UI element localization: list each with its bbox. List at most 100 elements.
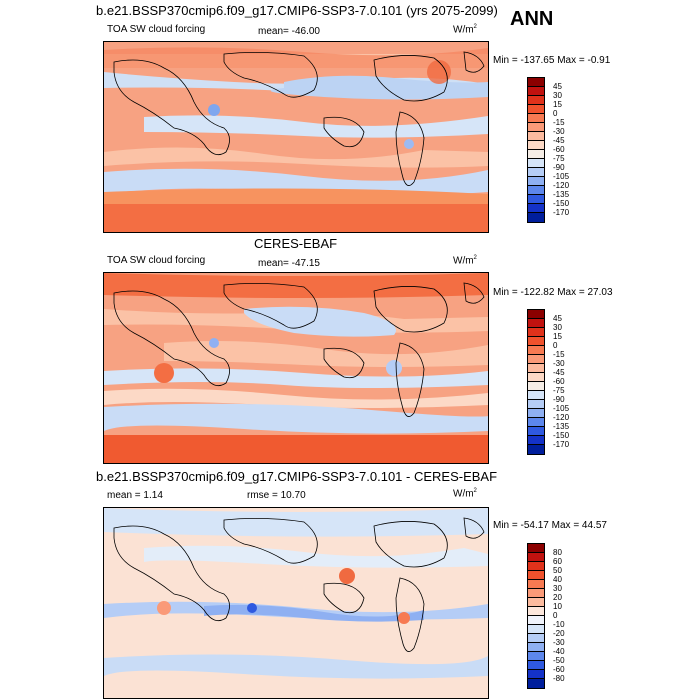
colorbar-tick-label: -135 [553,190,570,199]
colorbar-swatch [528,391,544,400]
panel2-heading: CERES-EBAF [254,236,338,251]
colorbar-swatch [528,177,544,186]
colorbar-swatch [528,213,544,222]
colorbar-swatch [528,643,544,652]
colorbar-swatch [528,319,544,328]
colorbar-tick-label: -15 [553,118,565,127]
colorbar-tick-label: -90 [553,163,565,172]
panel2-colorbar [527,309,545,455]
panel1-mean-label: mean= -46.00 [258,26,320,37]
colorbar-swatch [528,346,544,355]
colorbar-swatch [528,114,544,123]
colorbar-swatch [528,382,544,391]
colorbar-tick-label: -20 [553,629,565,638]
colorbar-swatch [528,679,544,688]
colorbar-swatch [528,150,544,159]
colorbar-tick-label: -90 [553,395,565,404]
colorbar-tick-label: -170 [553,440,570,449]
colorbar-swatch [528,625,544,634]
colorbar-swatch [528,553,544,562]
colorbar-swatch [528,400,544,409]
colorbar-tick-label: -30 [553,127,565,136]
colorbar-tick-label: -10 [553,620,565,629]
colorbar-tick-label: -15 [553,350,565,359]
colorbar-tick-label: 30 [553,584,562,593]
colorbar-tick-label: -45 [553,136,565,145]
colorbar-tick-label: -105 [553,172,570,181]
colorbar-swatch [528,652,544,661]
colorbar-swatch [528,634,544,643]
panel2-minmax: Min = -122.82 Max = 27.03 [493,287,613,298]
panel1-colorbar [527,77,545,223]
colorbar-swatch [528,355,544,364]
colorbar-swatch [528,123,544,132]
panel3-rmse-label: rmse = 10.70 [247,490,306,501]
panel2-mean-label: mean= -47.15 [258,258,320,269]
colorbar-tick-label: -150 [553,199,570,208]
panel3-colorbar [527,543,545,689]
colorbar-tick-label: 20 [553,593,562,602]
colorbar-swatch [528,544,544,553]
colorbar-swatch [528,310,544,319]
colorbar-swatch [528,328,544,337]
colorbar-tick-label: -60 [553,665,565,674]
colorbar-swatch [528,364,544,373]
panel2-map [103,272,489,464]
colorbar-tick-label: -120 [553,413,570,422]
season-label: ANN [510,8,554,30]
colorbar-swatch [528,616,544,625]
colorbar-swatch [528,409,544,418]
colorbar-tick-label: 10 [553,602,562,611]
panel3-mean-label: mean = 1.14 [107,490,163,501]
panel2-variable-label: TOA SW cloud forcing [107,255,206,266]
colorbar-tick-label: -50 [553,656,565,665]
colorbar-tick-label: -60 [553,377,565,386]
colorbar-swatch [528,580,544,589]
colorbar-swatch [528,418,544,427]
colorbar-swatch [528,670,544,679]
panel2-units-label: W/m2 [453,255,477,267]
colorbar-swatch [528,204,544,213]
colorbar-swatch [528,195,544,204]
colorbar-swatch [528,159,544,168]
colorbar-tick-label: 40 [553,575,562,584]
panel1-minmax: Min = -137.65 Max = -0.91 [493,55,611,66]
colorbar-swatch [528,436,544,445]
colorbar-tick-label: 45 [553,82,562,91]
colorbar-tick-label: -75 [553,154,565,163]
colorbar-tick-label: 30 [553,323,562,332]
colorbar-swatch [528,373,544,382]
colorbar-swatch [528,445,544,454]
colorbar-tick-label: 15 [553,100,562,109]
colorbar-swatch [528,661,544,670]
panel2-map-field [104,273,488,463]
colorbar-tick-label: 0 [553,109,558,118]
figure-title: b.e21.BSSP370cmip6.f09_g17.CMIP6-SSP3-7.… [96,3,498,18]
colorbar-tick-label: -135 [553,422,570,431]
panel1-variable-label: TOA SW cloud forcing [107,24,206,35]
panel1-map [103,41,489,233]
panel3-map [103,507,489,699]
colorbar-swatch [528,132,544,141]
colorbar-tick-label: -80 [553,674,565,683]
colorbar-swatch [528,427,544,436]
colorbar-tick-label: 15 [553,332,562,341]
colorbar-tick-label: 45 [553,314,562,323]
colorbar-swatch [528,607,544,616]
colorbar-swatch [528,96,544,105]
panel3-heading: b.e21.BSSP370cmip6.f09_g17.CMIP6-SSP3-7.… [96,469,498,484]
panel1-units-label: W/m2 [453,24,477,36]
colorbar-swatch [528,105,544,114]
colorbar-tick-label: -75 [553,386,565,395]
colorbar-tick-label: 30 [553,91,562,100]
colorbar-tick-label: -30 [553,359,565,368]
panel3-units-label: W/m2 [453,488,477,500]
panel1-map-field [104,42,488,232]
colorbar-swatch [528,186,544,195]
colorbar-tick-label: 0 [553,611,558,620]
colorbar-swatch [528,589,544,598]
colorbar-tick-label: -150 [553,431,570,440]
colorbar-tick-label: 50 [553,566,562,575]
colorbar-swatch [528,562,544,571]
colorbar-swatch [528,337,544,346]
